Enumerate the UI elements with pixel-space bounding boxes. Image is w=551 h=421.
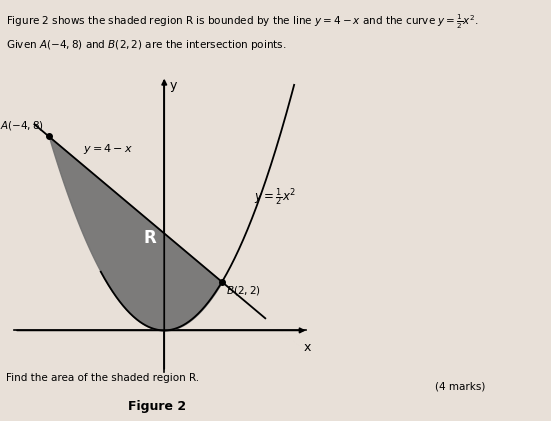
Text: R: R: [143, 229, 156, 247]
Text: x: x: [304, 341, 311, 354]
Text: $A(-4,8)$: $A(-4,8)$: [1, 119, 45, 131]
Text: (4 marks): (4 marks): [435, 381, 485, 392]
Text: Figure 2 shows the shaded region R is bounded by the line $y=4-x$ and the curve : Figure 2 shows the shaded region R is bo…: [6, 13, 478, 31]
Text: y: y: [169, 79, 177, 92]
Text: $y=4-x$: $y=4-x$: [83, 142, 133, 156]
Text: Find the area of the shaded region R.: Find the area of the shaded region R.: [6, 373, 198, 383]
Text: $B(2,2)$: $B(2,2)$: [226, 284, 261, 297]
Text: Given $A(-4,8)$ and $B(2,2)$ are the intersection points.: Given $A(-4,8)$ and $B(2,2)$ are the int…: [6, 38, 286, 52]
Text: Figure 2: Figure 2: [128, 400, 186, 413]
Text: $y=\frac{1}{2}x^2$: $y=\frac{1}{2}x^2$: [253, 186, 296, 208]
